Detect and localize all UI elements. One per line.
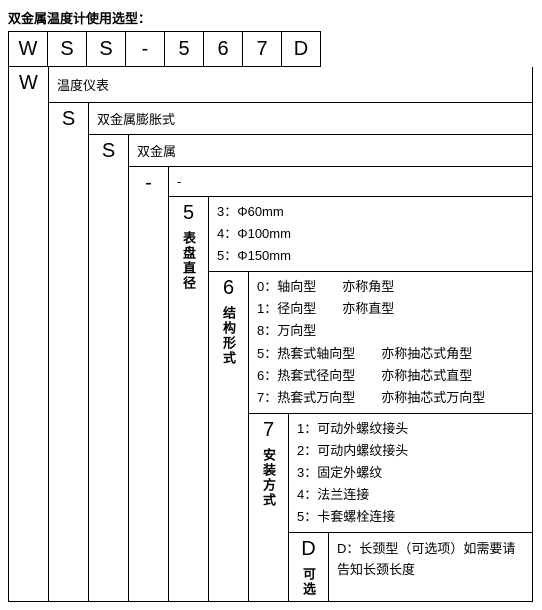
key-letter: 7 <box>263 418 274 442</box>
code-cell: 7 <box>242 31 282 67</box>
option: 5：卡套螺栓连接 <box>297 506 524 528</box>
code-cell: 5 <box>164 31 204 67</box>
key-letter: 6 <box>223 276 234 300</box>
level-desc: 双金属膨胀式 <box>89 103 532 135</box>
key-label: 表盘直径 <box>179 231 198 291</box>
key-letter: D <box>301 537 315 561</box>
option: 7：热套式万向型 亦称抽芯式万向型 <box>257 387 524 409</box>
level-key: - <box>129 167 169 601</box>
code-cell: 6 <box>203 31 243 67</box>
level-desc: 双金属 <box>129 135 532 167</box>
desc-D: D：长颈型（可选项）如需要请告知长颈长度 <box>329 533 532 587</box>
options-7: 1：可动外螺纹接头 2：可动内螺纹接头 3：固定外螺纹 4：法兰连接 5：卡套螺… <box>289 414 532 533</box>
code-cell: S <box>47 31 87 67</box>
option: 4：法兰连接 <box>297 484 524 506</box>
option: 1：可动外螺纹接头 <box>297 418 524 440</box>
key-letter: S <box>102 139 115 163</box>
key-label: 可选 <box>299 567 318 597</box>
code-cell: S <box>86 31 126 67</box>
level-key: S <box>89 135 129 601</box>
level-key: W <box>9 67 49 601</box>
option: 2：可动内螺纹接头 <box>297 440 524 462</box>
options-5: 3：Φ60mm 4：Φ100mm 5：Φ150mm <box>209 197 532 272</box>
options-6: 0：轴向型 亦称角型 1：径向型 亦称直型 8：万向型 5：热套式轴向型 亦称抽… <box>249 272 532 414</box>
level-key-7: 7 安装方式 <box>249 414 289 601</box>
option: 4：Φ100mm <box>217 223 524 245</box>
key-letter: - <box>145 171 152 195</box>
option: 1：径向型 亦称直型 <box>257 298 524 320</box>
level-key-6: 6 结构形式 <box>209 272 249 601</box>
key-letter: W <box>19 71 38 95</box>
level-desc: 温度仪表 <box>49 67 532 103</box>
code-cell: W <box>8 31 48 67</box>
option: 5：Φ150mm <box>217 245 524 267</box>
level-key-5: 5 表盘直径 <box>169 197 209 601</box>
option: 8：万向型 <box>257 320 524 342</box>
option: 3：Φ60mm <box>217 201 524 223</box>
code-cell: D <box>281 31 321 67</box>
option: 5：热套式轴向型 亦称抽芯式角型 <box>257 343 524 365</box>
option: 6：热套式径向型 亦称抽芯式直型 <box>257 365 524 387</box>
option: 3：固定外螺纹 <box>297 462 524 484</box>
level-desc: - <box>169 167 532 197</box>
key-letter: 5 <box>183 201 194 225</box>
option: 0：轴向型 亦称角型 <box>257 276 524 298</box>
key-label: 安装方式 <box>259 448 278 508</box>
level-key: S <box>49 103 89 601</box>
page-title: 双金属温度计使用选型： <box>8 8 534 27</box>
code-cell: - <box>125 31 165 67</box>
model-code-row: W S S - 5 6 7 D <box>8 31 534 67</box>
key-label: 结构形式 <box>219 306 238 366</box>
selection-tree: W 温度仪表 S 双金属膨胀式 S 双金属 <box>8 67 533 602</box>
key-letter: S <box>62 107 75 131</box>
level-key-D: D 可选 <box>289 533 329 601</box>
